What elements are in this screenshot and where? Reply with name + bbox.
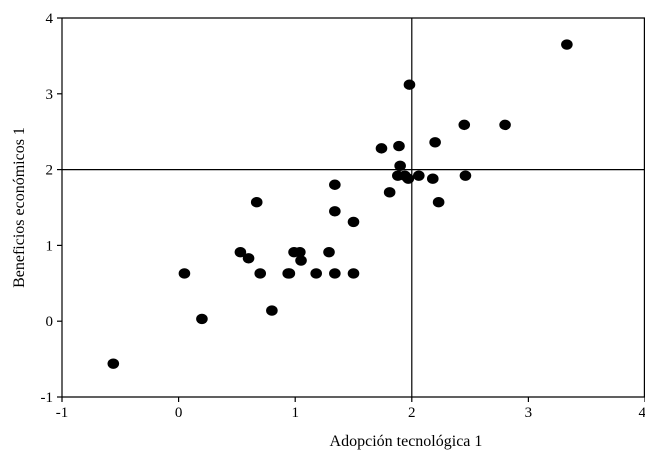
x-tick-label: 4 <box>639 405 645 421</box>
scatter-point <box>323 247 335 258</box>
y-tick-label: 0 <box>46 314 54 330</box>
x-tick-label: 0 <box>175 405 183 421</box>
scatter-point <box>283 268 296 279</box>
x-tick-label: 1 <box>291 405 299 421</box>
y-tick-label: 1 <box>46 238 54 254</box>
scatter-point <box>383 187 396 198</box>
y-tick-label: 2 <box>46 163 54 179</box>
y-tick-label: -1 <box>41 390 54 406</box>
scatter-point <box>329 268 341 279</box>
data-points <box>107 39 573 369</box>
x-tick-label: 2 <box>408 405 416 421</box>
scatter-point <box>178 268 191 279</box>
scatter-point <box>347 216 360 228</box>
scatter-point <box>403 79 416 90</box>
plot-frame <box>61 17 645 398</box>
scatter-point <box>294 247 306 258</box>
x-axis-ticks: -1 0 1 2 3 4 <box>56 397 645 421</box>
scatter-point <box>329 179 341 190</box>
scatter-point <box>107 358 120 369</box>
y-axis-label: Beneficios económicos 1 <box>11 127 28 288</box>
scatter-point <box>375 143 388 154</box>
scatter-point <box>347 268 360 279</box>
scatter-point <box>310 268 322 279</box>
y-tick-label: 3 <box>46 87 54 103</box>
scatter-point <box>458 119 471 131</box>
x-tick-label: 3 <box>525 405 533 421</box>
scatter-point <box>234 247 247 258</box>
scatter-point <box>412 170 425 181</box>
scatter-point <box>196 313 208 325</box>
scatter-point <box>561 39 573 50</box>
scatter-point <box>394 160 406 172</box>
reference-lines <box>62 18 645 397</box>
scatter-point <box>499 119 511 131</box>
scatter-point <box>432 196 445 208</box>
y-axis-ticks: -1 0 1 2 3 4 <box>41 11 62 406</box>
scatter-point <box>402 173 415 184</box>
scatter-point <box>429 137 441 148</box>
scatter-point <box>250 196 263 208</box>
y-tick-label: 4 <box>46 11 54 27</box>
scatter-point <box>459 170 472 181</box>
scatter-point <box>393 140 405 152</box>
x-axis-label: Adopción tecnológica 1 <box>330 433 483 450</box>
scatter-point <box>266 305 278 316</box>
scatter-point <box>329 206 341 217</box>
scatter-point <box>295 255 307 266</box>
x-tick-label: -1 <box>56 405 69 421</box>
scatter-point <box>242 253 255 264</box>
scatter-point <box>254 268 267 279</box>
scatter-point <box>426 173 439 184</box>
